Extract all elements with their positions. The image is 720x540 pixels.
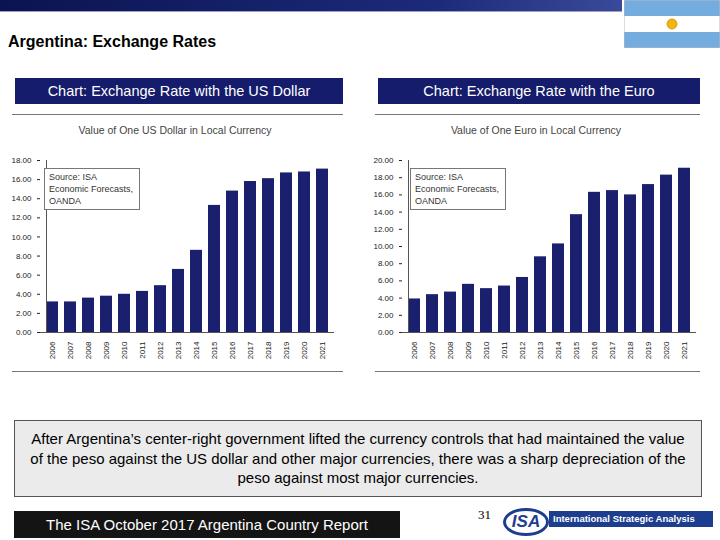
svg-text:2016: 2016 (228, 341, 237, 359)
svg-text:10.00: 10.00 (373, 242, 394, 251)
svg-text:20.00: 20.00 (373, 156, 394, 165)
svg-text:2020: 2020 (662, 341, 671, 359)
svg-text:0.00: 0.00 (378, 328, 394, 337)
svg-text:14.00: 14.00 (373, 208, 394, 217)
svg-text:2012: 2012 (156, 341, 165, 359)
svg-text:2013: 2013 (174, 341, 183, 359)
html-text:Chart: Exchange Rate with the: Chart: Exchange Rate with the US Dollar (47, 83, 311, 99)
svg-text:8.00: 8.00 (16, 252, 32, 261)
html-text:After Argentina’s center-right: After Argentina’s center-right governmen… (30, 430, 686, 487)
svg-text:2.00: 2.00 (16, 309, 32, 318)
svg-text:2010: 2010 (482, 341, 491, 359)
svg-text:2007: 2007 (428, 341, 437, 359)
svg-text:12.00: 12.00 (373, 225, 394, 234)
svg-text:18.00: 18.00 (11, 156, 32, 165)
svg-text:2014: 2014 (192, 341, 201, 359)
svg-text:2.00: 2.00 (378, 311, 394, 320)
html-text:Value of One Euro in Local Cur: Value of One Euro in Local Currency (450, 124, 622, 136)
svg-text:2007: 2007 (66, 341, 75, 359)
svg-text:2014: 2014 (554, 341, 563, 359)
svg-text:18.00: 18.00 (373, 173, 394, 182)
svg-text:2010: 2010 (120, 341, 129, 359)
svg-text:2011: 2011 (138, 341, 147, 359)
html-text:Value of One US Dollar in Loca: Value of One US Dollar in Local Currency (78, 124, 272, 136)
svg-text:6.00: 6.00 (16, 271, 32, 280)
html-text:Chart: Exchange Rate with the: Chart: Exchange Rate with the Euro (423, 83, 655, 99)
svg-text:2008: 2008 (446, 341, 455, 359)
svg-text:2011: 2011 (500, 341, 509, 359)
svg-text:8.00: 8.00 (378, 259, 394, 268)
svg-text:2019: 2019 (282, 341, 291, 359)
svg-text:2009: 2009 (102, 341, 111, 359)
svg-text:2017: 2017 (608, 341, 617, 359)
svg-text:2017: 2017 (246, 341, 255, 359)
svg-text:2018: 2018 (264, 341, 273, 359)
svg-text:2018: 2018 (626, 341, 635, 359)
html-text:The ISA October 2017 Argentina: The ISA October 2017 Argentina Country R… (46, 516, 368, 533)
html-text:31: 31 (478, 507, 491, 522)
svg-text:2021: 2021 (318, 341, 327, 359)
svg-text:10.00: 10.00 (11, 233, 32, 242)
html-text:International Strategic Analys: International Strategic Analysis (553, 513, 695, 524)
svg-text:2012: 2012 (518, 341, 527, 359)
svg-text:2015: 2015 (572, 341, 581, 359)
svg-text:2008: 2008 (84, 341, 93, 359)
svg-text:2015: 2015 (210, 341, 219, 359)
html-text:Source: ISA Economic Forecasts: Source: ISA Economic Forecasts, OANDA (415, 172, 499, 206)
svg-text:12.00: 12.00 (11, 213, 32, 222)
html-text:Argentina: Exchange Rates: Argentina: Exchange Rates (8, 33, 217, 50)
svg-text:2006: 2006 (410, 341, 419, 359)
svg-text:16.00: 16.00 (11, 175, 32, 184)
html-text:ISA: ISA (511, 512, 541, 531)
svg-text:2006: 2006 (48, 341, 57, 359)
svg-text:2013: 2013 (536, 341, 545, 359)
svg-text:4.00: 4.00 (16, 290, 32, 299)
html-text:Source: ISA Economic Forecasts: Source: ISA Economic Forecasts, OANDA (49, 172, 133, 206)
svg-text:2016: 2016 (590, 341, 599, 359)
svg-text:14.00: 14.00 (11, 194, 32, 203)
svg-text:16.00: 16.00 (373, 190, 394, 199)
svg-text:0.00: 0.00 (16, 328, 32, 337)
svg-text:2020: 2020 (300, 341, 309, 359)
svg-text:2009: 2009 (464, 341, 473, 359)
svg-text:2021: 2021 (680, 341, 689, 359)
svg-text:4.00: 4.00 (378, 294, 394, 303)
svg-text:2019: 2019 (644, 341, 653, 359)
svg-text:6.00: 6.00 (378, 276, 394, 285)
